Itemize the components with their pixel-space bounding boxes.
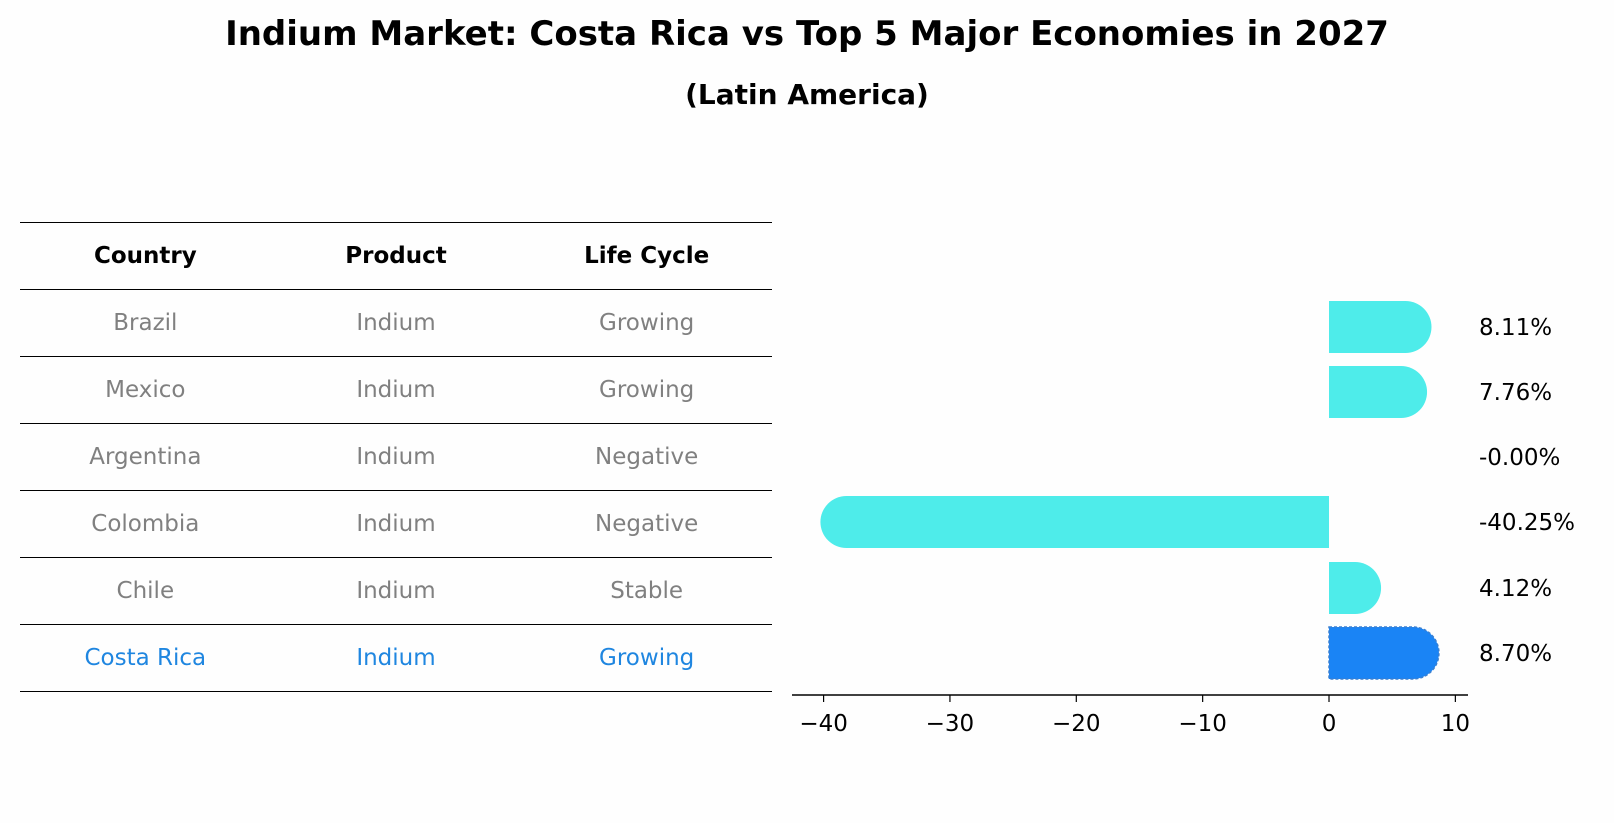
cell-country: Brazil bbox=[20, 289, 271, 357]
bar-value-label: -40.25% bbox=[1479, 510, 1575, 536]
bar-value-label: -0.00% bbox=[1479, 445, 1560, 471]
market-table: Country Product Life Cycle Brazil Indium… bbox=[20, 222, 772, 692]
cell-life-cycle: Growing bbox=[521, 289, 772, 357]
chart-title: Indium Market: Costa Rica vs Top 5 Major… bbox=[225, 14, 1389, 54]
bar-colombia bbox=[820, 496, 1330, 548]
cell-product: Indium bbox=[270, 423, 522, 491]
table-row-highlight: Costa Rica Indium Growing bbox=[20, 624, 772, 692]
table-row: Colombia Indium Negative bbox=[20, 490, 772, 558]
x-tick-label: −40 bbox=[799, 711, 848, 737]
header-life-cycle: Life Cycle bbox=[521, 222, 772, 290]
x-tick-label: −30 bbox=[926, 711, 975, 737]
cell-country: Chile bbox=[20, 557, 271, 625]
x-tick-label: 0 bbox=[1322, 711, 1337, 737]
bar-value-label: 8.11% bbox=[1479, 315, 1552, 341]
cell-country: Colombia bbox=[20, 490, 271, 558]
chart-subtitle: (Latin America) bbox=[685, 78, 929, 111]
cell-life-cycle: Stable bbox=[521, 557, 772, 625]
cell-product: Indium bbox=[270, 289, 522, 357]
table-header-row: Country Product Life Cycle bbox=[20, 222, 772, 290]
cell-life-cycle: Growing bbox=[521, 624, 772, 692]
cell-country: Mexico bbox=[20, 356, 271, 424]
x-tick-label: 10 bbox=[1441, 711, 1470, 737]
cell-country: Costa Rica bbox=[20, 624, 271, 692]
bar-brazil bbox=[1329, 301, 1432, 353]
header-country: Country bbox=[20, 222, 271, 290]
x-tick-label: −10 bbox=[1178, 711, 1227, 737]
table-row: Argentina Indium Negative bbox=[20, 423, 772, 491]
cell-life-cycle: Negative bbox=[521, 423, 772, 491]
cell-product: Indium bbox=[270, 557, 522, 625]
table-row: Brazil Indium Growing bbox=[20, 289, 772, 357]
table-row: Chile Indium Stable bbox=[20, 557, 772, 625]
cell-product: Indium bbox=[270, 624, 522, 692]
cell-product: Indium bbox=[270, 490, 522, 558]
bar-chile bbox=[1329, 562, 1382, 614]
cell-product: Indium bbox=[270, 356, 522, 424]
bar-mexico bbox=[1329, 366, 1428, 418]
x-tick-label: −20 bbox=[1052, 711, 1101, 737]
bar-costa-rica bbox=[1328, 626, 1440, 680]
header-product: Product bbox=[270, 222, 522, 290]
bar-value-label: 8.70% bbox=[1479, 641, 1552, 667]
bar-value-label: 4.12% bbox=[1479, 576, 1552, 602]
cell-country: Argentina bbox=[20, 423, 271, 491]
cell-life-cycle: Negative bbox=[521, 490, 772, 558]
table-row: Mexico Indium Growing bbox=[20, 356, 772, 424]
bar-value-label: 7.76% bbox=[1479, 380, 1552, 406]
